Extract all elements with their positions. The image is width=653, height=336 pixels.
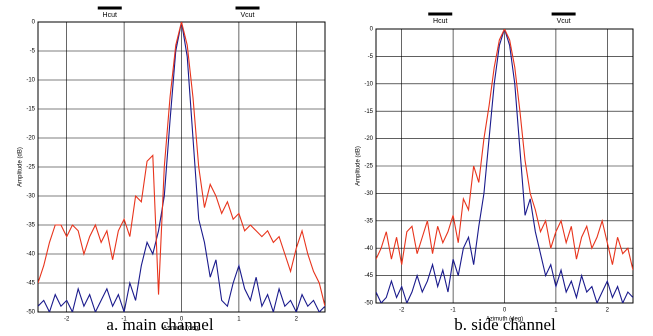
- x-tick-label: -1: [450, 308, 456, 314]
- y-tick-label: -25: [26, 165, 35, 171]
- y-axis-label: Amplitude (dB): [356, 146, 362, 186]
- chart-title: a. main channel: [106, 315, 213, 334]
- series-line: [38, 22, 325, 307]
- y-tick-label: -30: [26, 194, 35, 200]
- y-axis-label: Amplitude (dB): [18, 147, 24, 187]
- y-tick-label: -20: [26, 136, 35, 142]
- x-tick-label: -2: [399, 308, 405, 314]
- x-axis-label: Azimuth (deg): [163, 326, 200, 332]
- x-tick-label: 0: [180, 317, 184, 323]
- y-tick-label: -45: [364, 273, 373, 279]
- y-tick-label: 0: [370, 27, 374, 33]
- y-tick-label: -35: [26, 223, 35, 229]
- chart-title: b. side channel: [454, 315, 556, 334]
- y-tick-label: -50: [26, 310, 35, 316]
- series-line: [38, 22, 325, 312]
- y-tick-label: -10: [364, 81, 373, 87]
- y-tick-label: -30: [364, 191, 373, 197]
- x-tick-label: 2: [606, 308, 610, 314]
- y-tick-label: -25: [364, 164, 373, 170]
- y-tick-label: -5: [30, 49, 36, 55]
- y-tick-label: 0: [32, 20, 36, 26]
- x-tick-label: -1: [121, 317, 127, 323]
- x-axis-label: Azimuth (deg): [486, 317, 523, 323]
- x-tick-label: 2: [295, 317, 299, 323]
- y-tick-label: -15: [364, 109, 373, 115]
- y-tick-label: -45: [26, 281, 35, 287]
- y-tick-label: -10: [26, 78, 35, 84]
- y-tick-label: -50: [364, 301, 373, 307]
- y-tick-label: -35: [364, 218, 373, 224]
- x-tick-label: 1: [237, 317, 241, 323]
- y-tick-label: -40: [26, 252, 35, 258]
- legend-label: Hcut: [433, 18, 447, 25]
- y-tick-label: -40: [364, 246, 373, 252]
- series-line: [376, 29, 633, 271]
- legend-label: Hcut: [103, 12, 117, 19]
- legend-label: Vcut: [557, 18, 571, 25]
- x-tick-label: 1: [554, 308, 558, 314]
- x-tick-label: 0: [503, 308, 507, 314]
- y-tick-label: -5: [368, 54, 374, 60]
- legend-label: Vcut: [241, 12, 255, 19]
- x-tick-label: -2: [64, 317, 70, 323]
- series-line: [376, 29, 633, 303]
- y-tick-label: -15: [26, 107, 35, 113]
- y-tick-label: -20: [364, 136, 373, 142]
